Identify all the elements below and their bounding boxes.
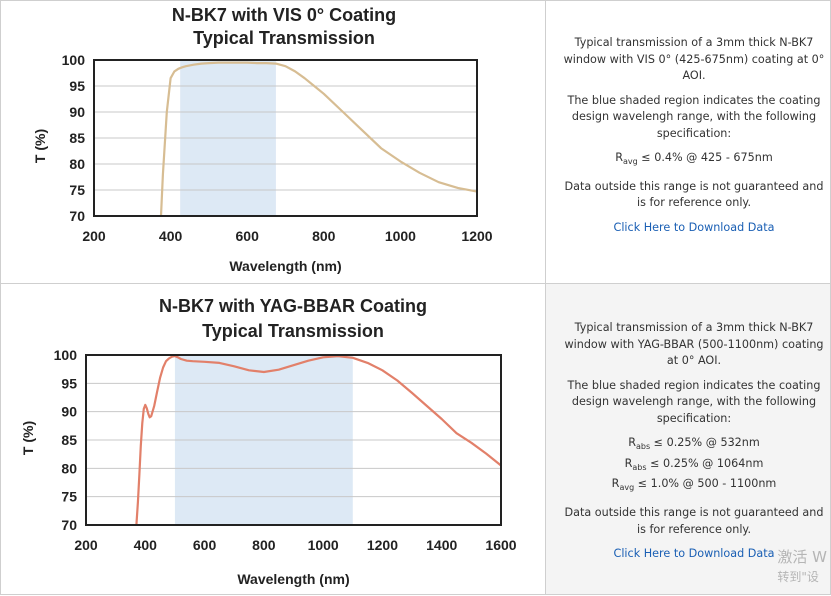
info-disclaimer: Data outside this range is not guarantee…	[564, 179, 824, 210]
spec-item: Rabs ≤ 0.25% @ 1064nm	[624, 456, 764, 472]
y-tick-label: 100	[62, 52, 86, 68]
os-watermark: 激活 W 转到"设	[777, 547, 827, 587]
transmission-chart-yag: N-BK7 with YAG-BBAR Coating Typical Trans…	[20, 296, 517, 587]
x-tick-label: 400	[134, 537, 158, 553]
spec-list: Ravg ≤ 0.4% @ 425 - 675nm	[560, 150, 828, 171]
y-axis-label: T (%)	[20, 421, 36, 455]
y-tick-label: 80	[61, 460, 77, 476]
y-tick-label: 90	[69, 104, 85, 120]
info-description: Typical transmission of a 3mm thick N-BK…	[564, 321, 824, 367]
transmission-curve	[135, 355, 502, 526]
y-tick-label: 70	[61, 517, 77, 533]
y-tick-label: 85	[69, 130, 85, 146]
y-tick-label: 75	[69, 182, 85, 198]
plot-frame	[93, 59, 478, 217]
x-tick-label: 1600	[485, 537, 516, 553]
x-tick-label: 1000	[308, 537, 339, 553]
y-tick-label: 75	[61, 489, 77, 505]
y-tick-label: 85	[61, 432, 77, 448]
y-axis-label: T (%)	[32, 129, 48, 163]
x-tick-label: 200	[74, 537, 98, 553]
info-panel-yag: Typical transmission of a 3mm thick N-BK…	[546, 284, 830, 594]
transmission-chart-vis: N-BK7 with VIS 0° Coating Typical Transmi…	[32, 5, 493, 274]
x-tick-label: 1000	[385, 228, 416, 244]
spec-list: Rabs ≤ 0.25% @ 532nm Rabs ≤ 0.25% @ 1064…	[560, 435, 828, 497]
y-tick-label: 70	[69, 208, 85, 224]
chart-row-vis: N-BK7 with VIS 0° Coating Typical Transmi…	[0, 0, 831, 283]
spec-item: Ravg ≤ 1.0% @ 500 - 1100nm	[611, 477, 777, 493]
y-tick-label: 100	[54, 347, 78, 363]
info-description: Typical transmission of a 3mm thick N-BK…	[563, 36, 825, 82]
x-tick-label: 200	[82, 228, 106, 244]
x-axis-label: Wavelength (nm)	[237, 571, 349, 587]
x-tick-label: 800	[252, 537, 276, 553]
download-data-link[interactable]: Click Here to Download Data	[613, 547, 775, 561]
x-axis-label: Wavelength (nm)	[229, 258, 341, 274]
x-tick-label: 1200	[461, 228, 492, 244]
info-shaded-note: The blue shaded region indicates the coa…	[567, 378, 821, 425]
x-tick-label: 1400	[426, 537, 457, 553]
x-tick-label: 800	[312, 228, 336, 244]
watermark-line1: 激活 W	[777, 548, 827, 566]
chart-subtitle: Typical Transmission	[202, 321, 384, 341]
y-tick-label: 95	[61, 375, 77, 391]
y-tick-label: 95	[69, 78, 85, 94]
x-tick-label: 1200	[367, 537, 398, 553]
info-shaded-note: The blue shaded region indicates the coa…	[567, 93, 821, 140]
spec-item: Ravg ≤ 0.4% @ 425 - 675nm	[615, 151, 773, 167]
x-tick-label: 600	[193, 537, 217, 553]
chart-row-yag: N-BK7 with YAG-BBAR Coating Typical Trans…	[0, 283, 831, 595]
transmission-curve	[159, 61, 478, 217]
info-panel-vis: Typical transmission of a 3mm thick N-BK…	[546, 1, 830, 283]
watermark-line2: 转到"设	[777, 570, 819, 584]
y-tick-label: 80	[69, 156, 85, 172]
x-tick-label: 400	[159, 228, 183, 244]
chart-cell-yag: N-BK7 with YAG-BBAR Coating Typical Trans…	[1, 284, 546, 594]
chart-subtitle: Typical Transmission	[193, 28, 375, 48]
chart-title: N-BK7 with YAG-BBAR Coating	[159, 296, 427, 316]
plot-frame	[85, 354, 502, 526]
chart-cell-vis: N-BK7 with VIS 0° Coating Typical Transmi…	[1, 1, 546, 283]
info-disclaimer: Data outside this range is not guarantee…	[564, 506, 824, 536]
y-tick-label: 90	[61, 404, 77, 420]
spec-item: Rabs ≤ 0.25% @ 532nm	[628, 436, 760, 452]
x-tick-label: 600	[236, 228, 260, 244]
download-data-link[interactable]: Click Here to Download Data	[613, 220, 775, 234]
chart-title: N-BK7 with VIS 0° Coating	[172, 5, 396, 25]
